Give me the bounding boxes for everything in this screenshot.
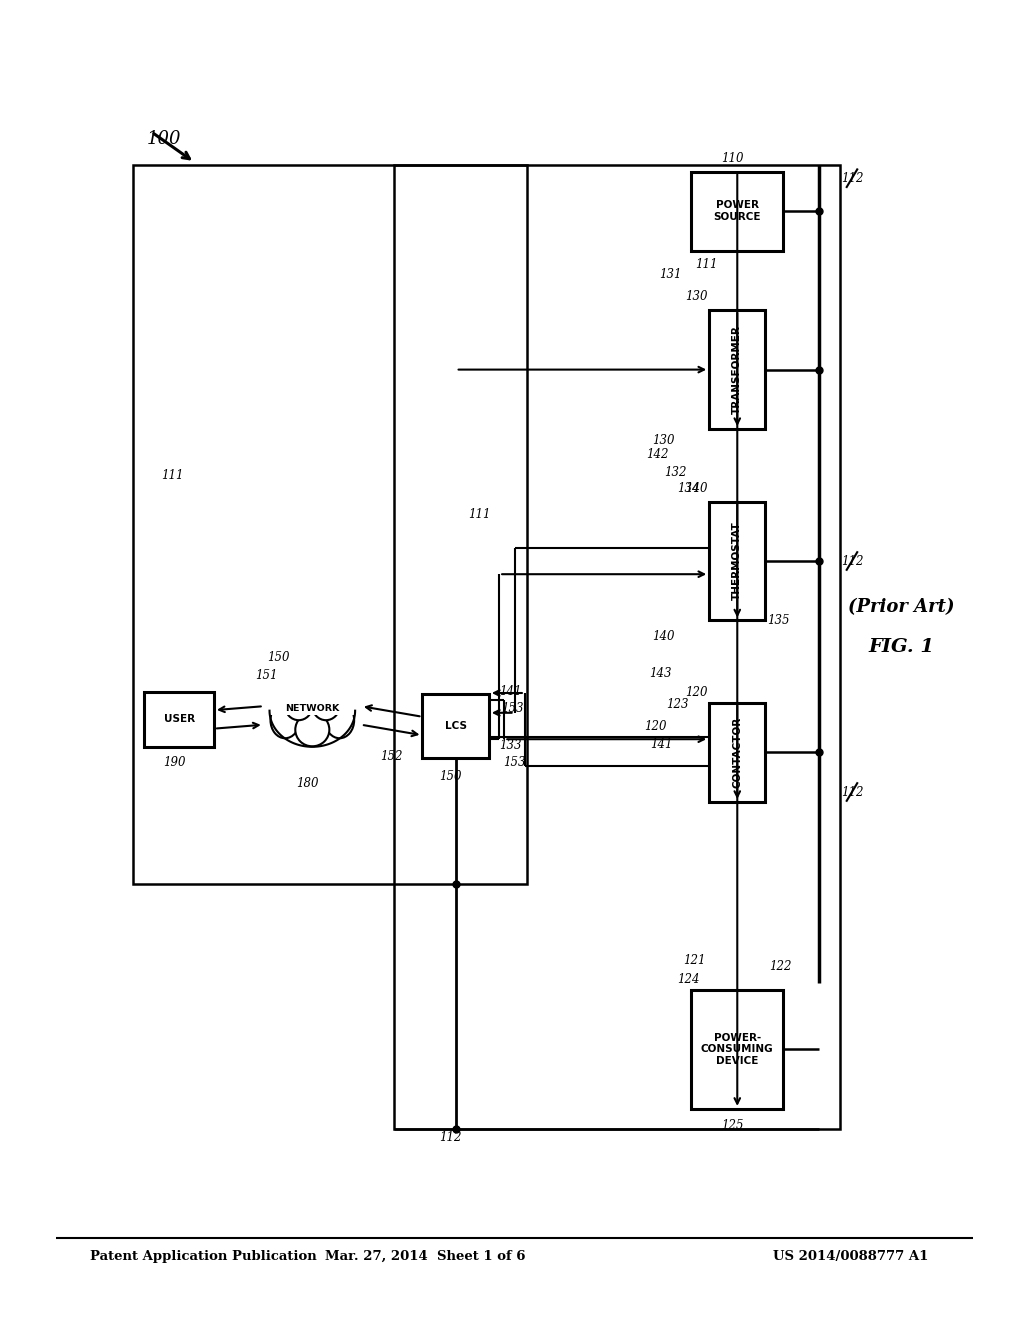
Text: FIG. 1: FIG. 1: [868, 638, 934, 656]
Text: 140: 140: [652, 630, 675, 643]
Ellipse shape: [301, 684, 324, 710]
Text: NETWORK: NETWORK: [286, 705, 339, 713]
Text: 120: 120: [644, 719, 667, 733]
Text: 190: 190: [163, 756, 185, 770]
Bar: [709, 502, 766, 620]
Bar: [422, 694, 489, 758]
Text: 112: 112: [439, 1131, 462, 1144]
Text: 110: 110: [721, 152, 743, 165]
Text: 134: 134: [677, 482, 699, 495]
Text: 122: 122: [769, 960, 792, 973]
Text: (Prior Art): (Prior Art): [848, 598, 954, 616]
Text: 125: 125: [721, 1119, 743, 1133]
Text: 131: 131: [659, 268, 682, 281]
Text: 133: 133: [499, 739, 521, 752]
Text: 143: 143: [649, 667, 672, 680]
Text: 132: 132: [665, 466, 687, 479]
Text: 123: 123: [667, 698, 689, 711]
Text: 121: 121: [683, 954, 706, 968]
Ellipse shape: [295, 713, 330, 746]
Text: USER: USER: [164, 714, 195, 725]
Text: 130: 130: [685, 290, 708, 304]
Text: 141: 141: [650, 738, 673, 751]
Text: POWER-
CONSUMING
DEVICE: POWER- CONSUMING DEVICE: [701, 1032, 773, 1067]
Text: 141: 141: [499, 685, 521, 698]
Text: POWER
SOURCE: POWER SOURCE: [714, 201, 761, 222]
Bar: [709, 310, 766, 429]
Text: 112: 112: [841, 785, 863, 799]
Ellipse shape: [325, 702, 354, 738]
Text: 111: 111: [161, 469, 183, 482]
Ellipse shape: [270, 702, 300, 738]
Text: Mar. 27, 2014  Sheet 1 of 6: Mar. 27, 2014 Sheet 1 of 6: [325, 1250, 525, 1263]
Text: 142: 142: [646, 447, 669, 461]
Text: 130: 130: [652, 434, 675, 447]
Text: 120: 120: [685, 686, 708, 700]
Text: THERMOSTAT: THERMOSTAT: [732, 521, 742, 601]
Text: US 2014/0088777 A1: US 2014/0088777 A1: [773, 1250, 929, 1263]
Text: 100: 100: [146, 129, 181, 148]
Bar: [691, 172, 783, 251]
Bar: [144, 692, 214, 747]
Ellipse shape: [285, 692, 312, 721]
Bar: [133, 165, 527, 884]
Text: 135: 135: [767, 614, 790, 627]
Text: 180: 180: [296, 777, 318, 791]
Text: 151: 151: [255, 669, 278, 682]
Bar: [691, 990, 783, 1109]
Text: 150: 150: [267, 651, 290, 664]
Text: 150: 150: [439, 770, 462, 783]
Text: LCS: LCS: [444, 721, 467, 731]
Bar: [264, 663, 361, 715]
Text: 112: 112: [841, 172, 863, 185]
Text: 111: 111: [695, 257, 718, 271]
Text: 124: 124: [677, 973, 699, 986]
Ellipse shape: [312, 692, 340, 721]
Text: 153: 153: [501, 702, 523, 715]
Text: TRANSFORMER: TRANSFORMER: [732, 325, 742, 414]
Text: Patent Application Publication: Patent Application Publication: [90, 1250, 316, 1263]
Text: 112: 112: [841, 554, 863, 568]
Text: 152: 152: [380, 750, 402, 763]
Bar: [394, 165, 840, 1129]
Text: CONTACTOR: CONTACTOR: [732, 717, 742, 788]
Text: 111: 111: [468, 508, 490, 521]
Text: 153: 153: [503, 756, 525, 770]
Bar: [709, 702, 766, 801]
Text: 140: 140: [685, 482, 708, 495]
